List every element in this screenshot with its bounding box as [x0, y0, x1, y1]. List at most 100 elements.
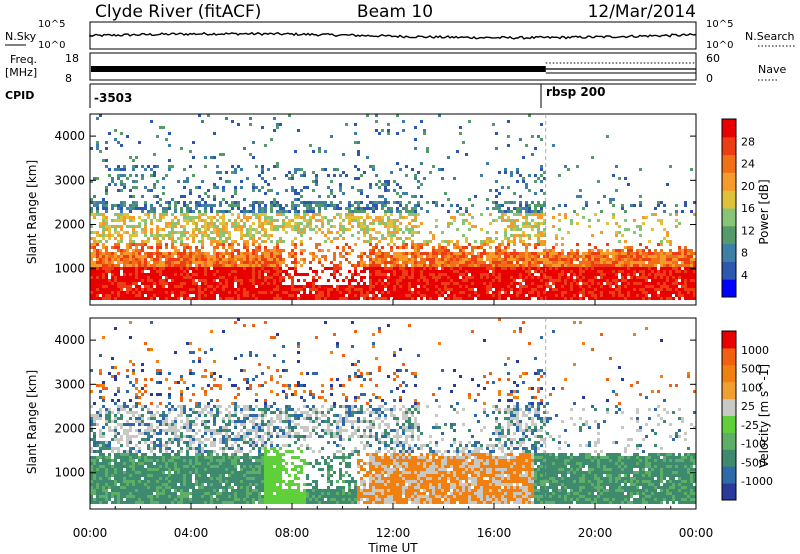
- rti-cell: [429, 264, 432, 267]
- rti-cell: [258, 204, 261, 207]
- rti-cell: [375, 276, 378, 279]
- rti-cell: [156, 279, 159, 282]
- rti-cell: [237, 258, 240, 261]
- rti-cell: [387, 291, 390, 294]
- rti-cell: [330, 267, 333, 270]
- rti-cell: [204, 156, 207, 159]
- rti-cell: [489, 222, 492, 225]
- rti-cell: [90, 414, 93, 417]
- rti-cell: [606, 294, 609, 297]
- rti-cell: [441, 264, 444, 267]
- rti-cell: [339, 261, 342, 264]
- rti-cell: [339, 186, 342, 189]
- rti-cell: [309, 225, 312, 228]
- rti-cell: [171, 267, 174, 270]
- rti-cell: [546, 285, 549, 288]
- rti-cell: [567, 270, 570, 273]
- rti-cell: [639, 249, 642, 252]
- rti-cell: [582, 261, 585, 264]
- rti-cell: [294, 291, 297, 294]
- rti-cell: [693, 276, 696, 279]
- rti-cell: [327, 288, 330, 291]
- rti-cell: [249, 285, 252, 288]
- rti-cell: [273, 129, 276, 132]
- rti-cell: [474, 264, 477, 267]
- rti-cell: [633, 258, 636, 261]
- rti-cell: [93, 261, 96, 264]
- rti-cell: [561, 282, 564, 285]
- rti-cell: [153, 165, 156, 168]
- rti-cell: [90, 198, 93, 201]
- rti-cell: [159, 243, 162, 246]
- rti-cell: [105, 258, 108, 261]
- rti-cell: [411, 246, 414, 249]
- rti-cell: [525, 264, 528, 267]
- rti-cell: [273, 252, 276, 255]
- rti-cell: [453, 276, 456, 279]
- rti-cell: [408, 270, 411, 273]
- rti-cell: [405, 210, 408, 213]
- rti-cell: [348, 246, 351, 249]
- rti-cell: [543, 249, 546, 252]
- rti-cell: [414, 246, 417, 249]
- rti-cell: [237, 165, 240, 168]
- rti-cell: [123, 213, 126, 216]
- rti-cell: [462, 264, 465, 267]
- rti-cell: [435, 225, 438, 228]
- rti-cell: [558, 261, 561, 264]
- rti-cell: [354, 288, 357, 291]
- rti-cell: [570, 273, 573, 276]
- rti-cell: [102, 237, 105, 240]
- rti-cell: [630, 258, 633, 261]
- rti-cell: [609, 288, 612, 291]
- rti-cell: [96, 459, 99, 462]
- rti-cell: [204, 234, 207, 237]
- rti-cell: [120, 249, 123, 252]
- rti-cell: [300, 288, 303, 291]
- rti-cell: [276, 213, 279, 216]
- rti-cell: [447, 294, 450, 297]
- rti-cell: [489, 288, 492, 291]
- rti-cell: [408, 288, 411, 291]
- rti-cell: [192, 273, 195, 276]
- rti-cell: [390, 249, 393, 252]
- rti-cell: [636, 282, 639, 285]
- rti-cell: [186, 264, 189, 267]
- rti-cell: [321, 291, 324, 294]
- rti-cell: [108, 480, 111, 483]
- rti-cell: [201, 255, 204, 258]
- rti-cell: [267, 285, 270, 288]
- rti-cell: [159, 240, 162, 243]
- rti-cell: [102, 285, 105, 288]
- rti-cell: [495, 279, 498, 282]
- rti-cell: [357, 297, 360, 300]
- rti-cell: [690, 294, 693, 297]
- rti-cell: [222, 282, 225, 285]
- rti-cell: [462, 297, 465, 300]
- rti-cell: [501, 219, 504, 222]
- rti-cell: [549, 255, 552, 258]
- rti-cell: [204, 225, 207, 228]
- rti-cell: [153, 279, 156, 282]
- rti-cell: [90, 459, 93, 462]
- rti-cell: [354, 216, 357, 219]
- rti-cell: [93, 468, 96, 471]
- rti-cell: [507, 207, 510, 210]
- rti-cell: [345, 216, 348, 219]
- rti-cell: [618, 177, 621, 180]
- rti-cell: [570, 282, 573, 285]
- rti-cell: [216, 273, 219, 276]
- rti-cell: [105, 255, 108, 258]
- rti-cell: [540, 207, 543, 210]
- rti-cell: [114, 426, 117, 429]
- rti-cell: [558, 294, 561, 297]
- rti-cell: [561, 285, 564, 288]
- rti-cell: [615, 264, 618, 267]
- rti-cell: [279, 282, 282, 285]
- rti-cell: [336, 288, 339, 291]
- rti-cell: [396, 114, 399, 117]
- rti-cell: [417, 213, 420, 216]
- rti-cell: [450, 270, 453, 273]
- rti-cell: [165, 270, 168, 273]
- rti-cell: [156, 252, 159, 255]
